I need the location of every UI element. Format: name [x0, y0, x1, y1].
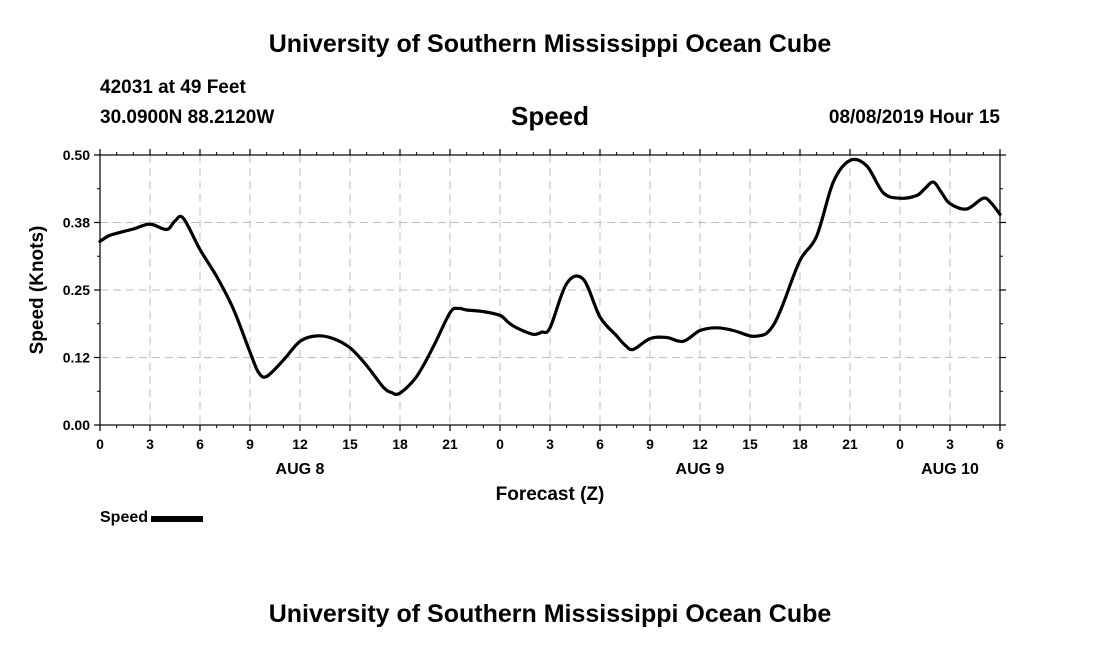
x-tick-label: 12: [692, 436, 708, 452]
x-tick-label: 15: [742, 436, 758, 452]
x-tick-label: 6: [196, 436, 204, 452]
date-label: AUG 8: [276, 461, 325, 478]
axis-tick-labels: 0.00 0.12 0.25 0.38 0.50 0 3 6 9 12 15 18 21 0 3 6 9 12 15…: [63, 147, 1004, 478]
x-tick-label: 9: [246, 436, 254, 452]
y-tick-label: 0.38: [63, 215, 90, 231]
y-tick-label: 0.25: [63, 282, 90, 298]
station-label: 42031 at 49 Feet: [100, 77, 246, 98]
x-tick-label: 3: [146, 436, 154, 452]
x-tick-label: 0: [896, 436, 904, 452]
x-tick-label: 9: [646, 436, 654, 452]
date-label: AUG 10: [921, 461, 979, 478]
x-tick-label: 0: [496, 436, 504, 452]
x-tick-label: 0: [96, 436, 104, 452]
x-tick-label: 15: [342, 436, 358, 452]
x-tick-label: 3: [546, 436, 554, 452]
forecast-datetime: 08/08/2019 Hour 15: [828, 107, 1000, 128]
x-tick-label: 18: [792, 436, 808, 452]
y-tick-label: 0.50: [63, 147, 90, 163]
parameter-title: Speed: [510, 101, 590, 131]
legend-line-swatch: [151, 516, 204, 522]
x-axis-label: Forecast (Z): [496, 484, 605, 505]
series-layer: [98, 157, 1002, 396]
x-tick-label: 12: [292, 436, 308, 452]
page-title: University of Southern Mississippi Ocean…: [268, 30, 832, 58]
x-tick-label: 6: [596, 436, 604, 452]
x-tick-label: 21: [842, 436, 858, 452]
x-tick-label: 18: [392, 436, 408, 452]
legend: Speed: [100, 509, 204, 527]
x-tick-label: 6: [996, 436, 1004, 452]
grid-lines: [100, 155, 1000, 425]
station-coordinates: 30.0900N 88.2120W: [100, 107, 275, 128]
date-label: AUG 9: [676, 461, 725, 478]
x-tick-label: 3: [946, 436, 954, 452]
footer-title: University of Southern Mississippi Ocean…: [268, 600, 832, 628]
axis-ticks: [94, 149, 1006, 431]
legend-label: Speed: [100, 509, 149, 526]
y-tick-label: 0.12: [63, 350, 90, 366]
y-tick-label: 0.00: [63, 417, 90, 433]
series-line-speed: [98, 157, 1002, 396]
y-axis-label: Speed (Knots): [27, 226, 48, 355]
x-tick-label: 21: [442, 436, 458, 452]
